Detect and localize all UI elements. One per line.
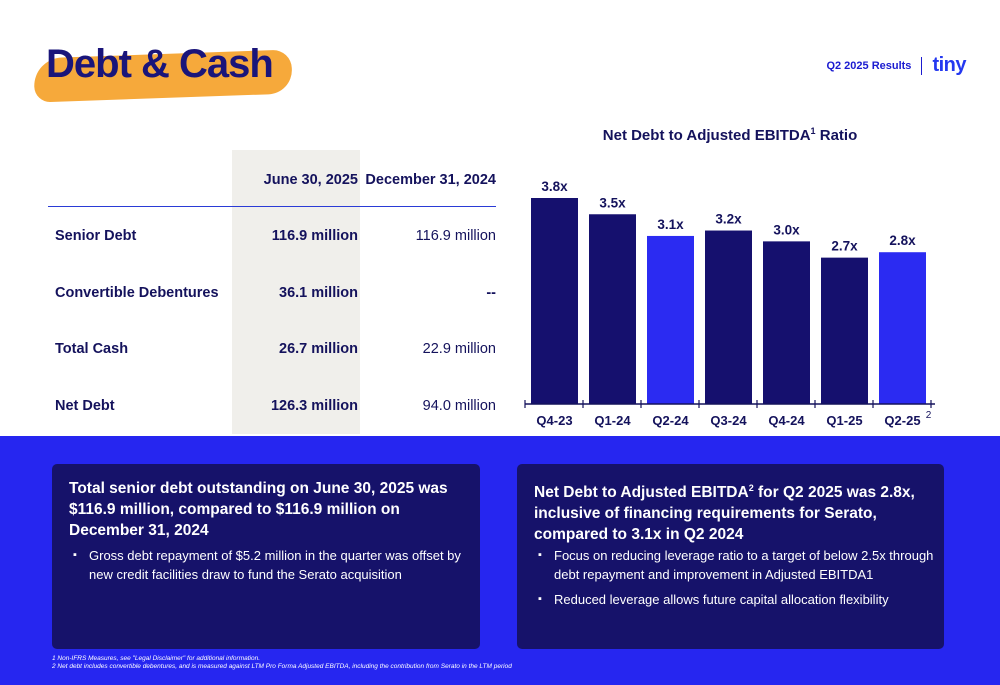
- value-june: 36.1 million: [279, 285, 358, 301]
- title-area: Debt & Cash: [28, 36, 328, 106]
- bar-q2-24: [647, 235, 694, 404]
- value-june: 116.9 million: [271, 228, 358, 244]
- bullet-item: Gross debt repayment of $5.2 million in …: [69, 546, 470, 584]
- value-june: 126.3 million: [270, 398, 358, 414]
- card-title-footnote: 2: [748, 483, 754, 493]
- leverage-card: Net Debt to Adjusted EBITDA2 for Q2 2025…: [517, 464, 944, 649]
- row-label: Total Cash: [55, 341, 129, 357]
- chart-title-footnote: 1: [810, 126, 816, 136]
- footnote-2: 2 Net debt includes convertible debentur…: [52, 663, 512, 670]
- table-row: Total Cash 26.7 million 22.9 million: [48, 341, 496, 361]
- table-row: Senior Debt 116.9 million 116.9 million: [48, 228, 496, 248]
- bar-q4-24: [763, 241, 810, 404]
- category-label: Q2-24: [652, 413, 689, 428]
- footnotes: 1 Non-IFRS Measures, see "Legal Disclaim…: [52, 655, 512, 671]
- page-title: Debt & Cash: [46, 42, 274, 86]
- value-december: 94.0 million: [422, 398, 496, 414]
- card-title-part: for Q2 2025 was 2.8x, inclusive of finan…: [534, 484, 915, 544]
- data-label: 2.7x: [831, 239, 858, 254]
- card-title: Total senior debt outstanding on June 30…: [69, 480, 448, 539]
- data-label: 3.8x: [541, 179, 568, 194]
- june-column-highlight: [232, 150, 360, 434]
- data-label: 2.8x: [889, 233, 916, 248]
- card-bullets: Gross debt repayment of $5.2 million in …: [69, 546, 470, 590]
- value-december: --: [486, 285, 496, 301]
- senior-debt-card: Total senior debt outstanding on June 30…: [52, 464, 480, 649]
- data-label: 3.1x: [657, 217, 684, 232]
- bar-q1-25: [821, 257, 868, 404]
- value-june: 26.7 million: [279, 341, 358, 357]
- header-branding: Q2 2025 Results tiny: [826, 54, 966, 77]
- data-label: 3.2x: [715, 212, 742, 227]
- col-header-june: June 30, 2025: [263, 172, 358, 188]
- category-label: Q1-24: [594, 413, 631, 428]
- header-divider: [921, 56, 923, 75]
- table-row: Net Debt 126.3 million 94.0 million: [48, 398, 496, 418]
- card-title: Net Debt to Adjusted EBITDA2 for Q2 2025…: [534, 478, 932, 545]
- bar-q2-25: [879, 252, 926, 404]
- chart-title-text: Net Debt to Adjusted EBITDA: [602, 127, 811, 144]
- value-december: 116.9 million: [415, 228, 496, 244]
- debt-table: June 30, 2025 December 31, 2024 Senior D…: [48, 150, 500, 434]
- category-label: Q4-24: [768, 413, 805, 428]
- row-label: Convertible Debentures: [55, 285, 219, 301]
- chart-title: Net Debt to Adjusted EBITDA1 Ratio: [520, 126, 940, 144]
- data-label: 3.5x: [599, 195, 626, 210]
- bullet-item: Reduced leverage allows future capital a…: [534, 590, 934, 609]
- bullet-item: Focus on reducing leverage ratio to a ta…: [534, 546, 934, 584]
- value-december: 22.9 million: [422, 341, 496, 357]
- header-rule: [48, 206, 496, 207]
- category-label: Q1-25: [826, 413, 862, 428]
- bar-q3-24: [705, 230, 752, 404]
- row-label: Net Debt: [55, 398, 115, 414]
- bar-q1-24: [589, 214, 636, 404]
- category-label: Q3-24: [710, 413, 747, 428]
- chart-title-suffix: Ratio: [815, 127, 858, 144]
- category-label: Q2-25: [884, 413, 920, 428]
- bar-q4-23: [531, 198, 578, 404]
- row-label: Senior Debt: [55, 228, 137, 244]
- col-header-december: December 31, 2024: [365, 172, 496, 188]
- results-label: Q2 2025 Results: [826, 59, 912, 72]
- leverage-bar-chart: 3.8x Q4-23 3.5x Q1-24 3.1x Q2-24 3.2x Q3-24 3.0x…: [524, 179, 935, 428]
- category-footnote: 2: [926, 410, 932, 421]
- footnote-1: 1 Non-IFRS Measures, see "Legal Disclaim…: [52, 655, 261, 662]
- tiny-logo: tiny: [932, 54, 966, 76]
- card-bullets: Focus on reducing leverage ratio to a ta…: [534, 546, 934, 615]
- data-label: 3.0x: [773, 222, 800, 237]
- table-row: Convertible Debentures 36.1 million --: [48, 285, 496, 305]
- card-title-part: Net Debt to Adjusted EBITDA: [534, 484, 749, 502]
- category-label: Q4-23: [536, 413, 572, 428]
